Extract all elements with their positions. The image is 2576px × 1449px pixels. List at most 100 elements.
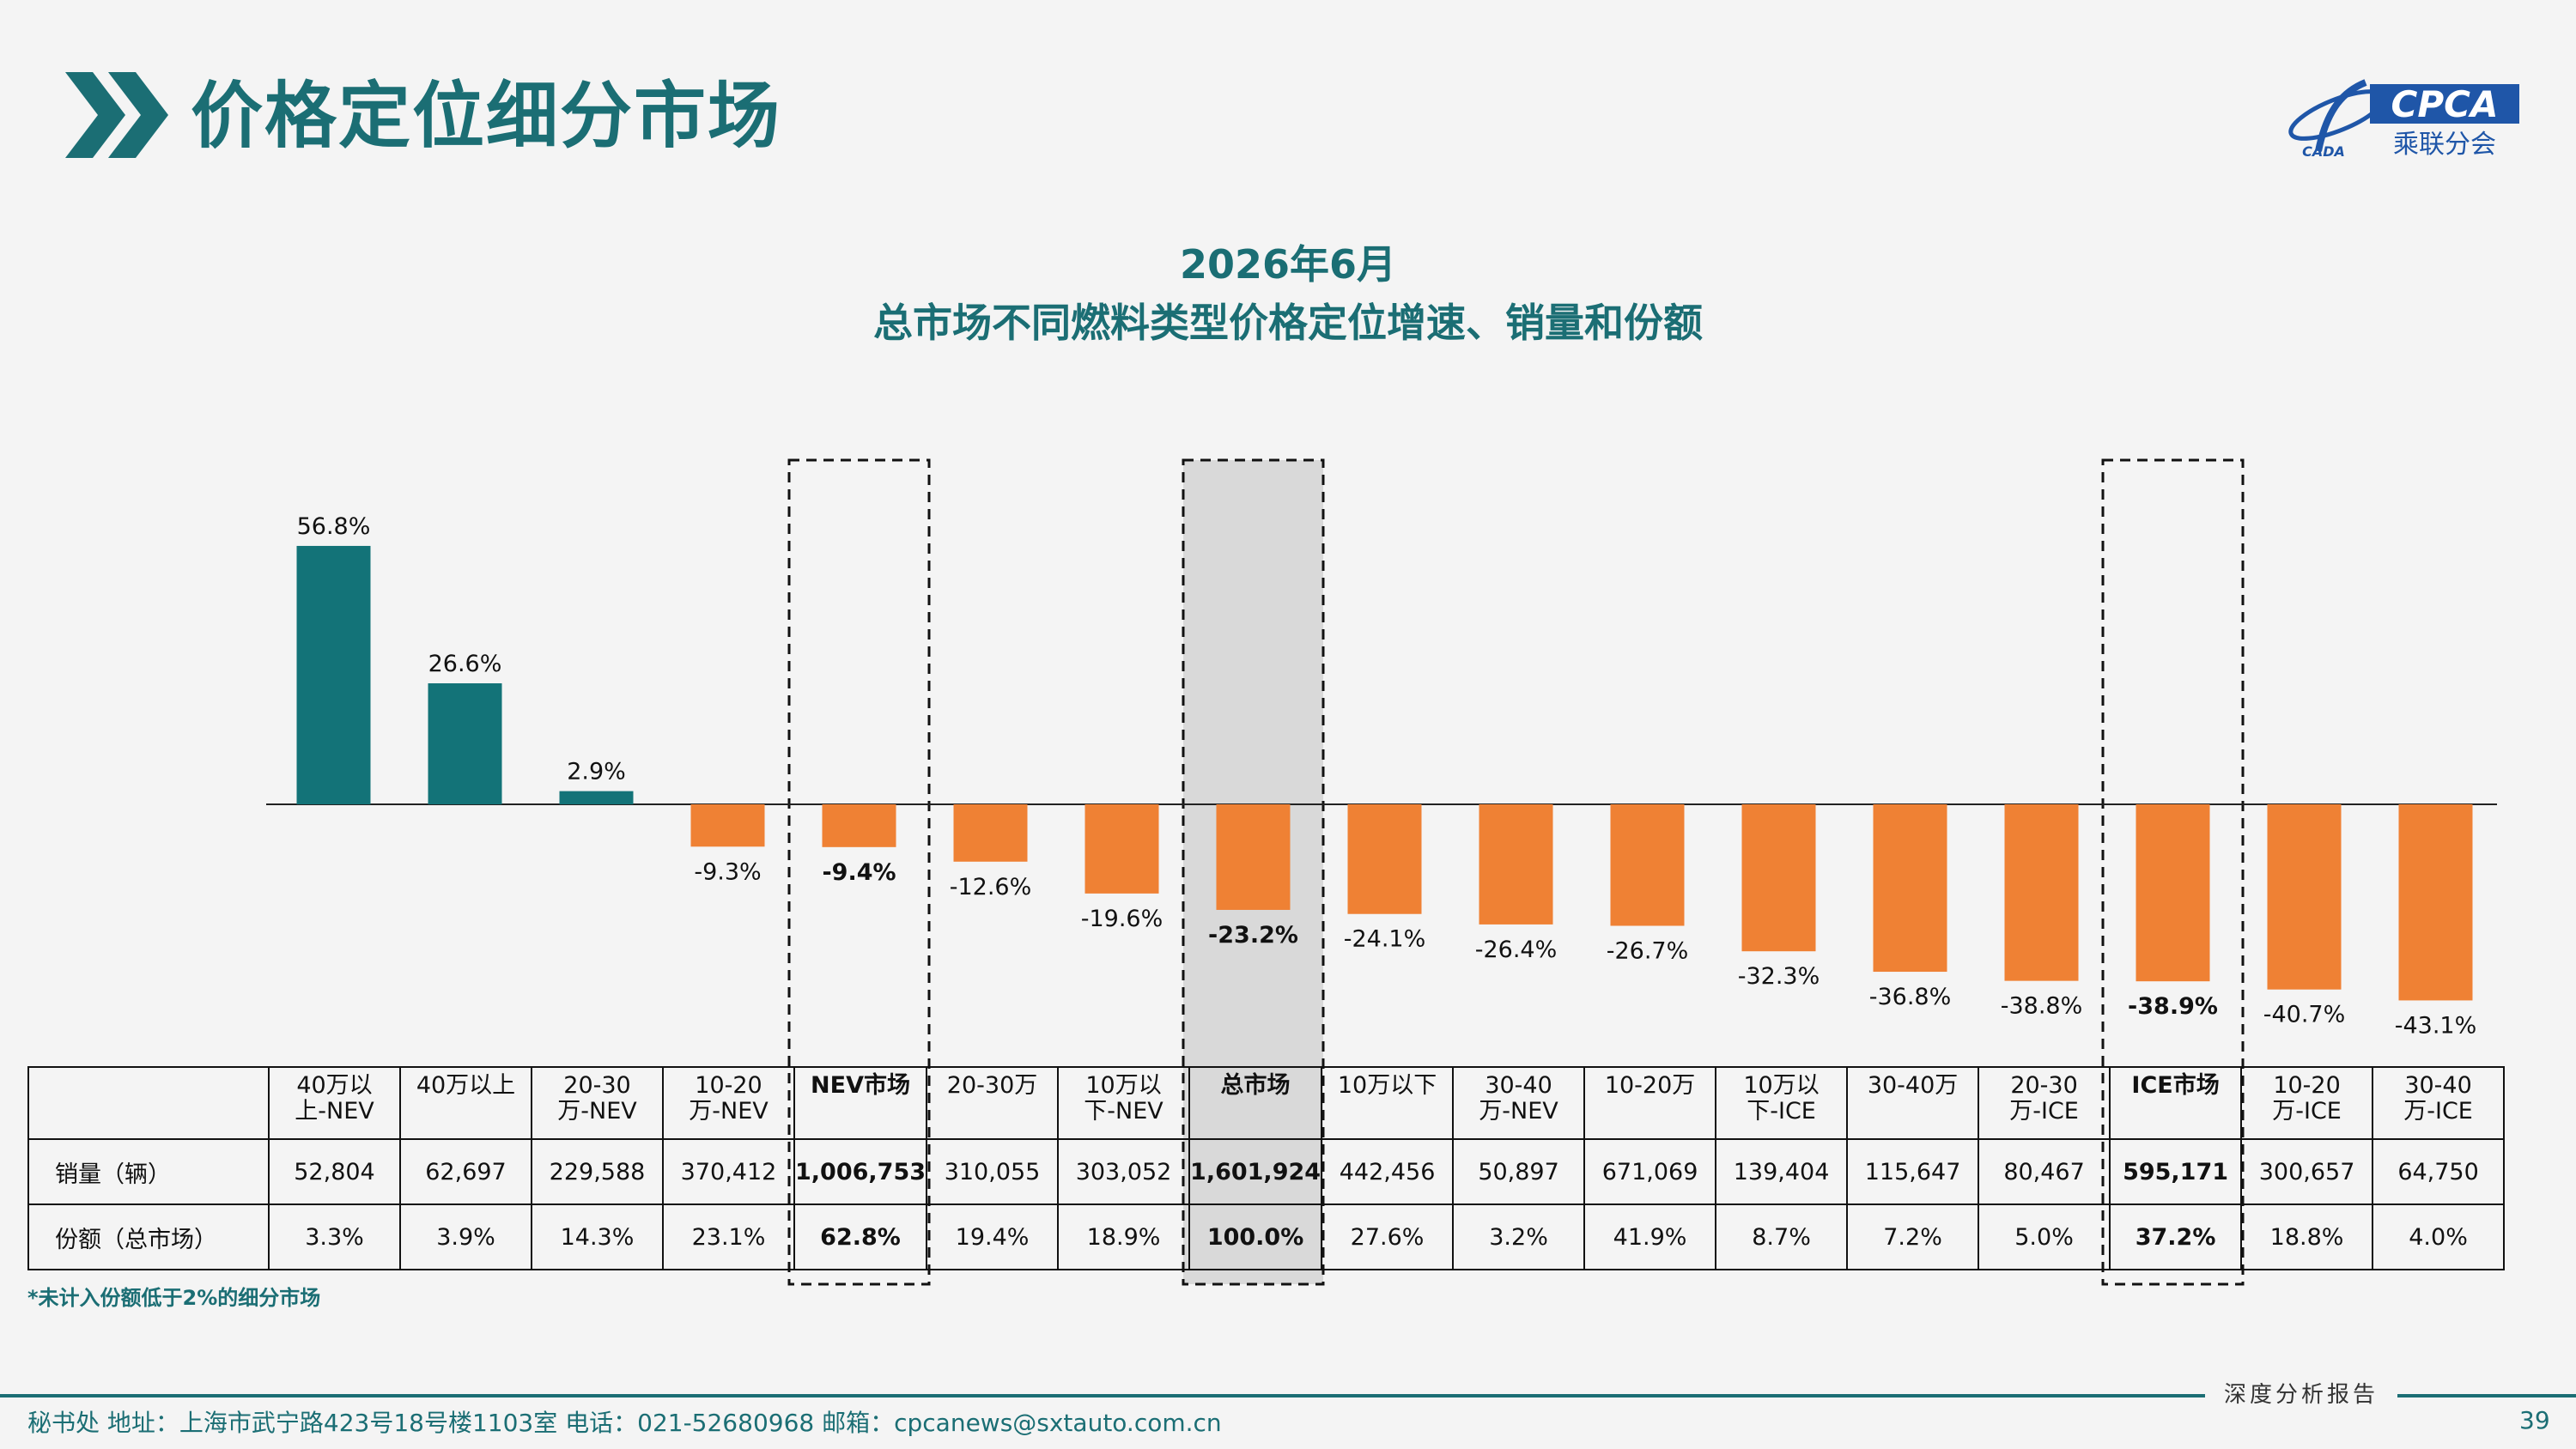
data-table: 40万以 上-NEV 40万以上 20-30 万-NEV 10-20 万-NEV NEV市场 2… — [27, 1066, 2506, 1270]
bar-5 — [953, 804, 1028, 862]
bar-14 — [2136, 804, 2210, 982]
data-label-1: 26.6% — [428, 651, 502, 677]
table-header-cell: NEV市场 — [793, 1066, 928, 1140]
table-cell: 23.1% — [662, 1203, 795, 1270]
table-cell: 14.3% — [531, 1203, 664, 1270]
table-cell: 7.2% — [1846, 1203, 1980, 1270]
table-corner-cell — [27, 1066, 270, 1140]
data-label-3: -9.3% — [694, 858, 761, 885]
table-cell: 229,588 — [531, 1138, 664, 1205]
table-cell: 300,657 — [2240, 1138, 2374, 1205]
table-header-cell: 40万以 上-NEV — [268, 1066, 401, 1140]
bar-0 — [296, 545, 371, 804]
logo-brand-text: CPCA — [2391, 83, 2499, 125]
data-label-7: -23.2% — [1208, 922, 1298, 949]
table-cell: 50,897 — [1452, 1138, 1586, 1205]
table-cell: 595,171 — [2109, 1138, 2243, 1205]
chart-title: 2026年6月 — [1179, 241, 1397, 288]
footer-report-label: 深度分析报告 — [2205, 1377, 2398, 1409]
table-cell: 27.6% — [1321, 1203, 1455, 1270]
data-label-4: -9.4% — [822, 859, 896, 886]
table-header-cell: 总市场 — [1188, 1066, 1323, 1140]
table-cell: 52,804 — [268, 1138, 401, 1205]
table-cell: 1,006,753 — [793, 1138, 928, 1205]
table-cell: 3.9% — [399, 1203, 532, 1270]
table-cell: 100.0% — [1188, 1203, 1323, 1270]
data-label-6: -19.6% — [1081, 906, 1163, 932]
table-cell: 62.8% — [793, 1203, 928, 1270]
highlight-box-4 — [787, 458, 931, 1286]
table-cell: 370,412 — [662, 1138, 795, 1205]
table-cell: 37.2% — [2109, 1203, 2243, 1270]
table-cell: 3.3% — [268, 1203, 401, 1270]
table-cell: 310,055 — [926, 1138, 1060, 1205]
bar-12 — [1873, 804, 1947, 973]
table-row-label: 销量（辆） — [27, 1138, 270, 1205]
data-label-12: -36.8% — [1869, 984, 1952, 1010]
table-cell: 4.0% — [2372, 1203, 2506, 1270]
chevron-arrows-icon — [65, 72, 168, 158]
table-header-cell: 10-20万 — [1583, 1066, 1717, 1140]
table-row: 份额（总市场） 3.3% 3.9% 14.3% 23.1% 62.8% 19.4% 18.9%… — [27, 1203, 2506, 1270]
bar-4 — [822, 804, 896, 847]
logo-sub-text: CADA — [2302, 143, 2345, 160]
chart-subtitle: 总市场不同燃料类型价格定位增速、销量和份额 — [873, 300, 1703, 346]
table-header-cell: 40万以上 — [399, 1066, 532, 1140]
bar-9 — [1479, 804, 1553, 925]
data-label-2: 2.9% — [567, 759, 626, 785]
table-cell: 64,750 — [2372, 1138, 2506, 1205]
bar-7 — [1216, 804, 1291, 910]
bar-10 — [1610, 804, 1685, 926]
data-label-5: -12.6% — [950, 874, 1032, 900]
table-header-cell: 10-20 万-NEV — [662, 1066, 795, 1140]
table-cell: 442,456 — [1321, 1138, 1455, 1205]
footer-divider — [0, 1394, 2576, 1397]
data-label-10: -26.7% — [1607, 938, 1689, 965]
data-label-9: -26.4% — [1475, 937, 1558, 963]
bar-3 — [690, 804, 765, 847]
table-cell: 62,697 — [399, 1138, 532, 1205]
table-header-cell: 10万以 下-NEV — [1057, 1066, 1191, 1140]
table-cell: 303,052 — [1057, 1138, 1191, 1205]
bar-8 — [1347, 804, 1422, 914]
highlight-box-14 — [2101, 458, 2245, 1286]
table-header-cell: 20-30 万-ICE — [1978, 1066, 2111, 1140]
bar-15 — [2267, 804, 2342, 990]
footer-address: 秘书处 地址：上海市武宁路423号18号楼1103室 电话：021-526809… — [27, 1409, 1222, 1437]
table-header-cell: 10-20 万-ICE — [2240, 1066, 2374, 1140]
table-cell: 115,647 — [1846, 1138, 1980, 1205]
table-cell: 5.0% — [1978, 1203, 2111, 1270]
table-header-cell: 20-30 万-NEV — [531, 1066, 664, 1140]
table-cell: 18.9% — [1057, 1203, 1191, 1270]
bar-16 — [2398, 804, 2473, 1001]
table-cell: 3.2% — [1452, 1203, 1586, 1270]
table-cell: 8.7% — [1715, 1203, 1849, 1270]
page-number: 39 — [2519, 1406, 2550, 1434]
bar-6 — [1084, 804, 1159, 894]
table-cell: 139,404 — [1715, 1138, 1849, 1205]
bar-1 — [428, 683, 502, 804]
bar-11 — [1741, 804, 1816, 952]
cpca-logo: CPCA 乘联分会 CADA — [2288, 79, 2519, 160]
table-header-cell: 10万以 下-ICE — [1715, 1066, 1849, 1140]
page-title: 价格定位细分市场 — [191, 74, 782, 158]
table-cell: 41.9% — [1583, 1203, 1717, 1270]
table-header-cell: 30-40万 — [1846, 1066, 1980, 1140]
table-cell: 18.8% — [2240, 1203, 2374, 1270]
data-label-0: 56.8% — [297, 513, 371, 540]
logo-cn-text: 乘联分会 — [2393, 130, 2496, 160]
table-cell: 1,601,924 — [1188, 1138, 1323, 1205]
table-header-cell: 10万以下 — [1321, 1066, 1455, 1140]
data-label-16: -43.1% — [2395, 1012, 2477, 1039]
bar-13 — [2004, 804, 2079, 981]
table-header-cell: 30-40 万-NEV — [1452, 1066, 1586, 1140]
table-cell: 80,467 — [1978, 1138, 2111, 1205]
footnote: *未计入份额低于2%的细分市场 — [27, 1286, 321, 1310]
table-header-cell: ICE市场 — [2109, 1066, 2243, 1140]
table-row-label: 份额（总市场） — [27, 1203, 270, 1270]
bar-2 — [559, 791, 634, 804]
table-cell: 671,069 — [1583, 1138, 1717, 1205]
data-label-13: -38.8% — [2001, 993, 2083, 1020]
table-cell: 19.4% — [926, 1203, 1060, 1270]
data-label-15: -40.7% — [2263, 1002, 2346, 1028]
